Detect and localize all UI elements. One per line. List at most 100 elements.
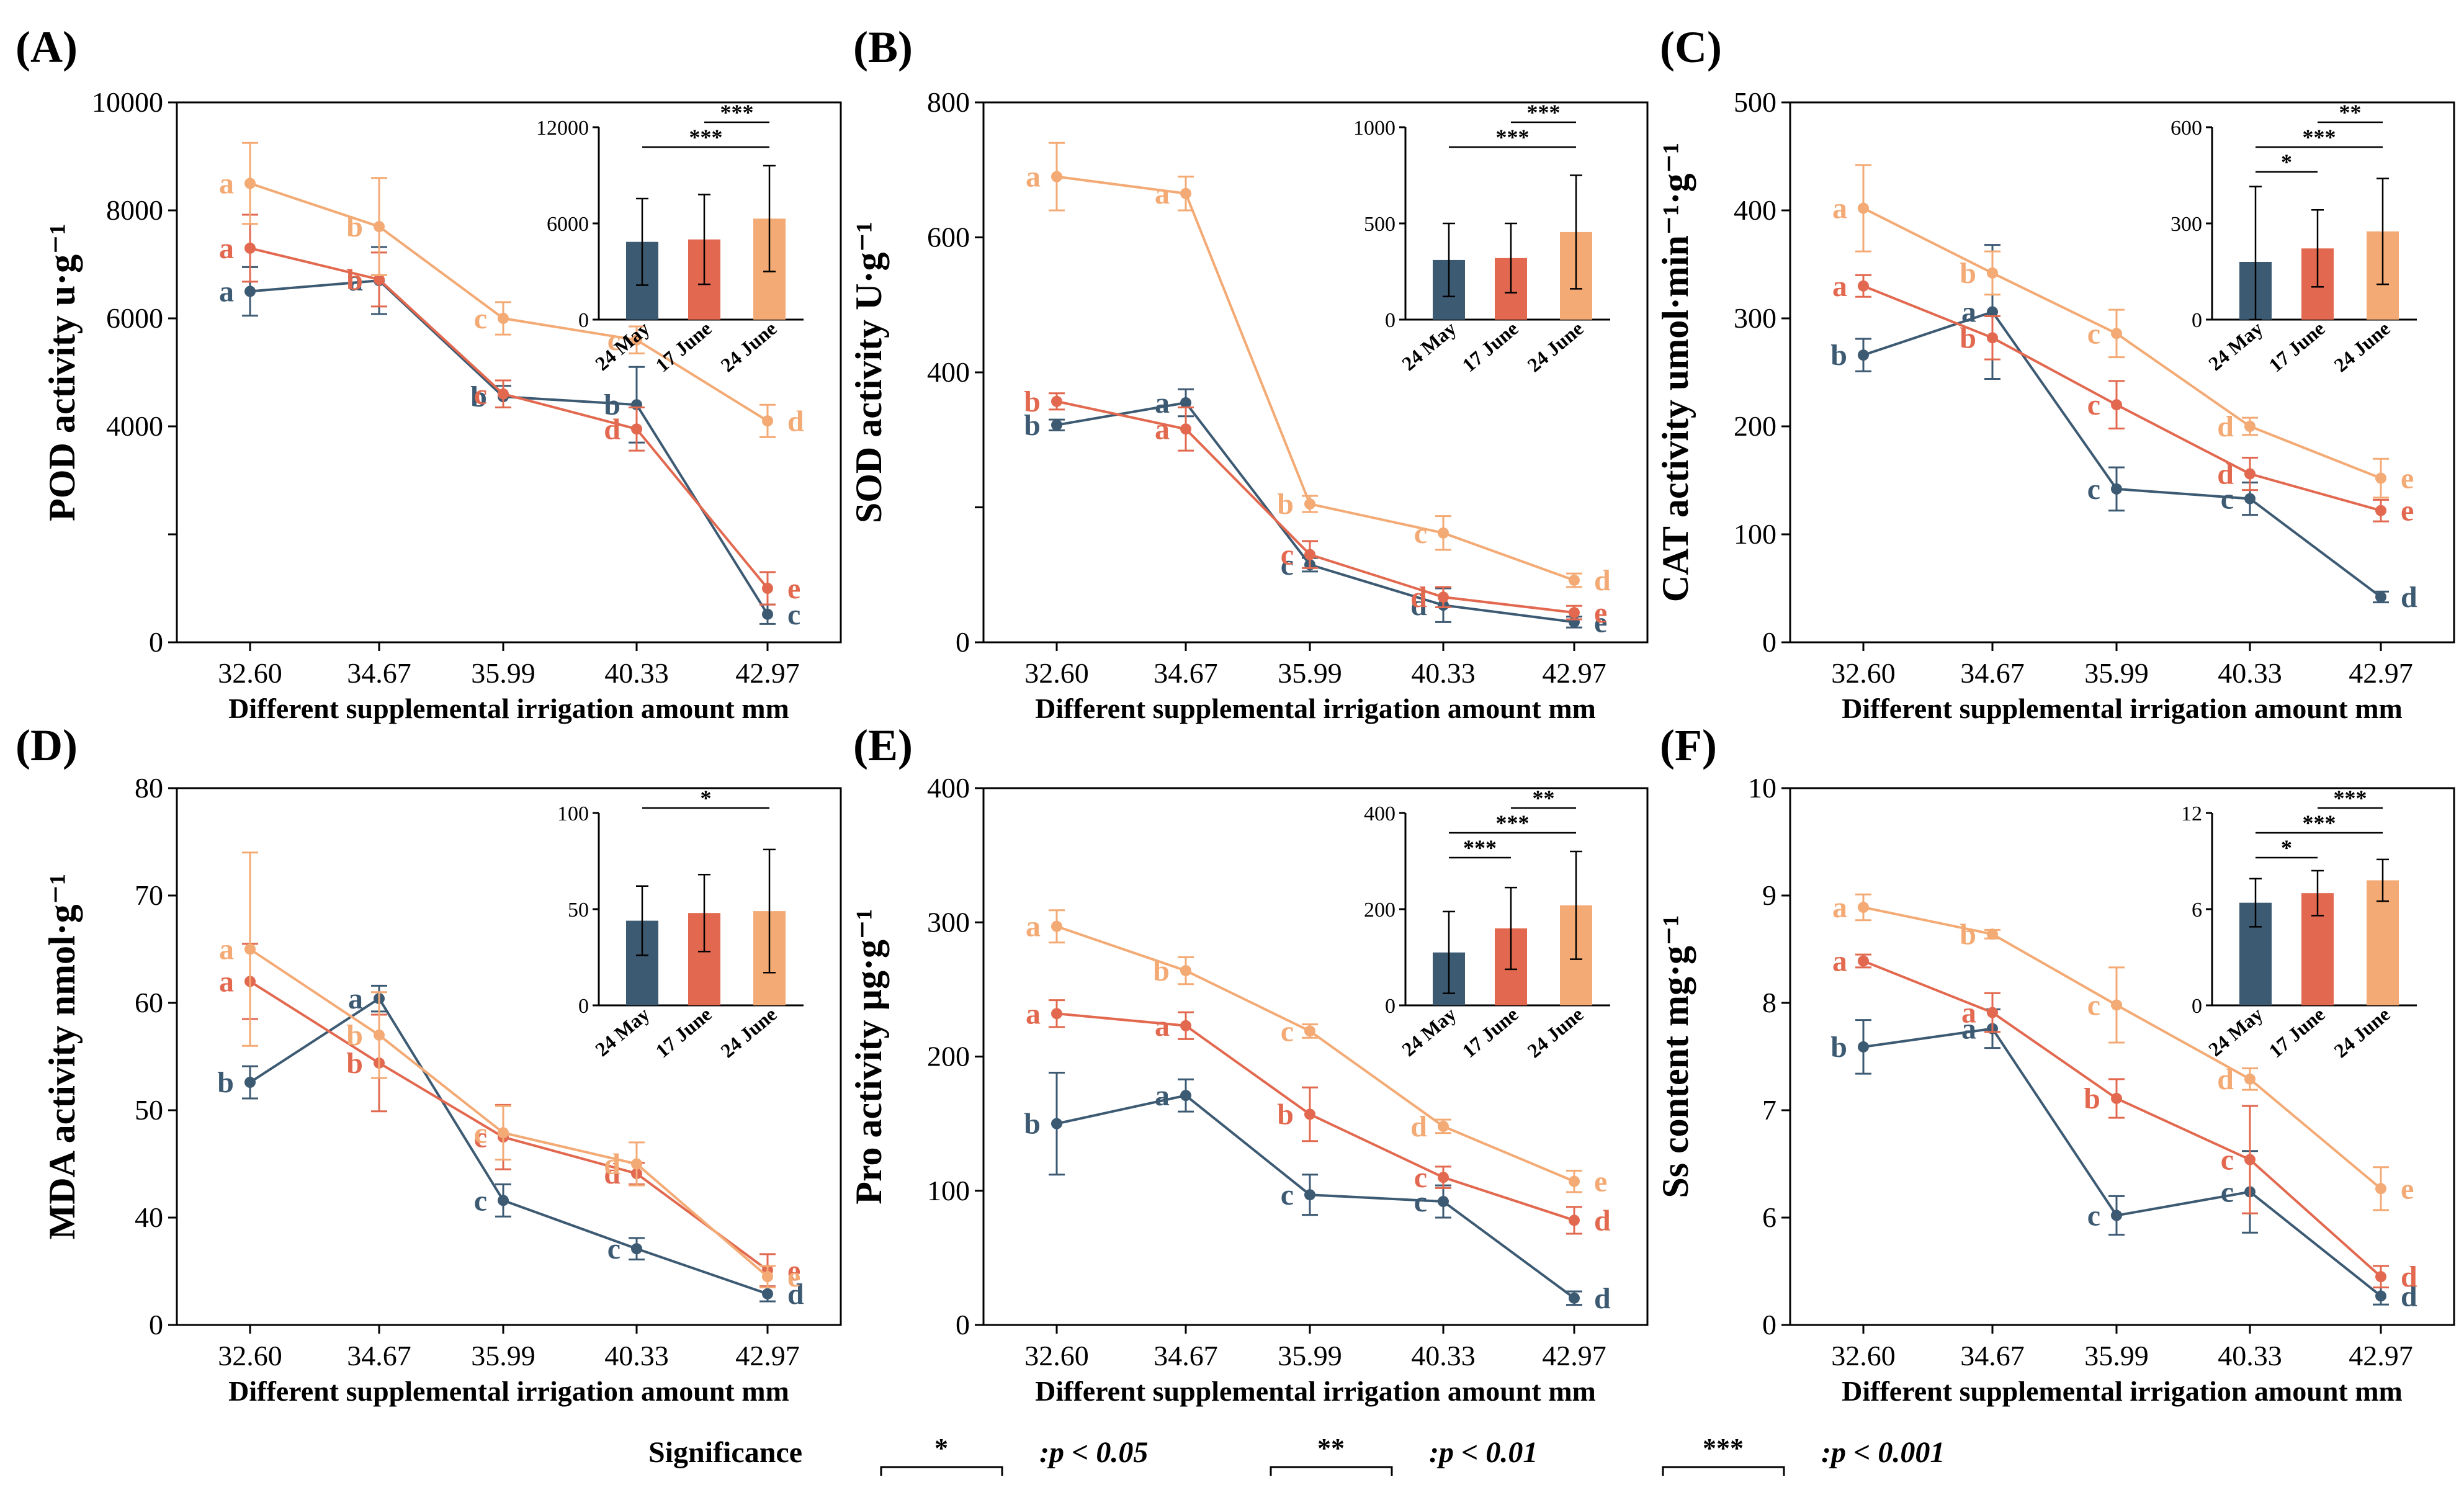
- significance-letter: b: [1960, 257, 1976, 290]
- significance-letter: a: [219, 965, 234, 998]
- significance-letter: d: [1594, 1204, 1611, 1237]
- data-point: [1438, 591, 1449, 603]
- legend-stars: *: [934, 1433, 948, 1463]
- panel-label: (D): [16, 721, 78, 770]
- significance-letter: b: [1830, 339, 1847, 372]
- inset-x-label: 17 June: [651, 317, 715, 377]
- plot-frame: [982, 787, 1649, 1326]
- inset-sig-stars: ***: [2334, 786, 2367, 810]
- data-point: [1180, 397, 1191, 408]
- panel-label: (C): [1660, 22, 1722, 72]
- inset-y-tick-label: 6: [2192, 899, 2202, 922]
- inset-x-label: 24 June: [1523, 1003, 1587, 1062]
- x-tick-label: 32.60: [1831, 1340, 1896, 1372]
- x-tick-label: 34.67: [1154, 1340, 1218, 1372]
- data-point: [1569, 607, 1580, 619]
- x-tick-label: 35.99: [471, 657, 535, 689]
- x-tick-label: 35.99: [2084, 657, 2149, 689]
- significance-letter: c: [2087, 473, 2100, 506]
- inset-y-tick-label: 0: [2192, 995, 2202, 1018]
- significance-letter: b: [346, 210, 363, 243]
- y-tick-label: 60: [135, 987, 163, 1018]
- x-tick-label: 32.60: [1024, 657, 1089, 689]
- data-point: [1438, 1196, 1449, 1208]
- legend-text: :p < 0.05: [1039, 1436, 1148, 1469]
- y-axis-title: Ss content mg·g⁻¹: [1655, 915, 1696, 1198]
- significance-letter: a: [1155, 1079, 1170, 1112]
- y-tick-label: 0: [149, 1309, 163, 1340]
- series-line: [1056, 400, 1575, 614]
- significance-letter: c: [1281, 539, 1294, 572]
- data-point: [631, 334, 642, 346]
- data-point: [2375, 1183, 2386, 1195]
- y-tick-label: 0: [956, 1309, 970, 1340]
- y-tick-label: 400: [1734, 194, 1776, 226]
- inset-y-tick-label: 0: [578, 995, 589, 1018]
- legend-stars: **: [1317, 1433, 1345, 1463]
- inset-y-tick-label: 0: [578, 309, 589, 332]
- data-point: [1304, 1025, 1315, 1037]
- data-point: [762, 1288, 773, 1300]
- significance-letter: c: [474, 1184, 487, 1217]
- data-point: [498, 1127, 509, 1139]
- x-tick-label: 34.67: [347, 657, 411, 689]
- data-point: [244, 1077, 256, 1089]
- inset-x-label: 24 May: [591, 1003, 653, 1061]
- y-tick-label: 0: [1762, 1309, 1776, 1340]
- significance-letter: b: [217, 1066, 234, 1099]
- data-point: [2111, 1210, 2122, 1221]
- data-point: [1569, 1214, 1580, 1226]
- significance-letter: d: [1410, 589, 1427, 622]
- significance-letter: b: [1024, 409, 1041, 442]
- inset-x-label: 17 June: [651, 1003, 715, 1062]
- inset-y-tick-label: 100: [557, 802, 589, 825]
- inset-sig-stars: ***: [2303, 810, 2336, 835]
- data-point: [1987, 267, 1998, 279]
- x-tick-label: 42.97: [1542, 657, 1606, 689]
- data-point: [2111, 1092, 2122, 1104]
- data-point: [1051, 395, 1062, 407]
- data-point: [1858, 1041, 1869, 1053]
- significance-letter: e: [1594, 1165, 1607, 1198]
- inset-sig-stars: **: [2339, 100, 2362, 125]
- inset-sig-stars: ***: [1463, 835, 1497, 860]
- legend-item: * :p < 0.05: [880, 1433, 1148, 1476]
- significance-letter: e: [1594, 596, 1607, 629]
- inset-sig-stars: *: [701, 786, 712, 810]
- data-point: [1051, 1008, 1062, 1020]
- legend-bracket: [1662, 1466, 1785, 1476]
- significance-letter: c: [2087, 1200, 2100, 1232]
- y-axis-title: SOD activity U·g⁻¹: [848, 222, 889, 523]
- data-point: [1987, 928, 1998, 940]
- data-point: [1569, 574, 1580, 586]
- significance-letter: d: [2217, 410, 2234, 443]
- legend-item: **:p < 0.01: [1270, 1433, 1538, 1476]
- significance-letter: a: [219, 276, 234, 308]
- inset-y-tick-label: 300: [2171, 213, 2202, 236]
- y-tick-label: 200: [927, 1041, 970, 1072]
- inset-x-label: 17 June: [1458, 317, 1522, 377]
- data-point: [1180, 1090, 1191, 1102]
- panel-5: (E) 0 100 200 300 400 32.60 34.67 35.99 40.33 42.9…: [848, 721, 1649, 1407]
- inset-x-label: 17 June: [1458, 1003, 1522, 1062]
- x-tick-label: 35.99: [2084, 1340, 2149, 1372]
- inset-sig-stars: *: [2281, 835, 2292, 860]
- panel-6: (F) 0 6 7 8 9 10 32.60 34.67 35.99 40.33 42.97Diffe…: [1655, 721, 2455, 1407]
- significance-letter: c: [1414, 1185, 1427, 1218]
- inset-y-tick-label: 0: [1385, 309, 1396, 332]
- data-point: [498, 388, 509, 400]
- significance-letter: b: [1277, 1098, 1294, 1131]
- y-tick-label: 40: [135, 1201, 163, 1233]
- x-tick-label: 34.67: [1154, 657, 1218, 689]
- y-tick-label: 500: [1734, 86, 1776, 118]
- significance-letter: a: [1026, 997, 1041, 1030]
- panel-label: (B): [853, 22, 913, 72]
